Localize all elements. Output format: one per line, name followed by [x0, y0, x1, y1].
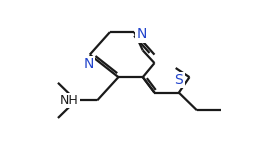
- Text: N: N: [136, 27, 147, 41]
- Text: N: N: [83, 57, 94, 72]
- Text: S: S: [174, 73, 183, 87]
- Text: NH: NH: [60, 94, 79, 107]
- Text: NH: NH: [60, 94, 79, 107]
